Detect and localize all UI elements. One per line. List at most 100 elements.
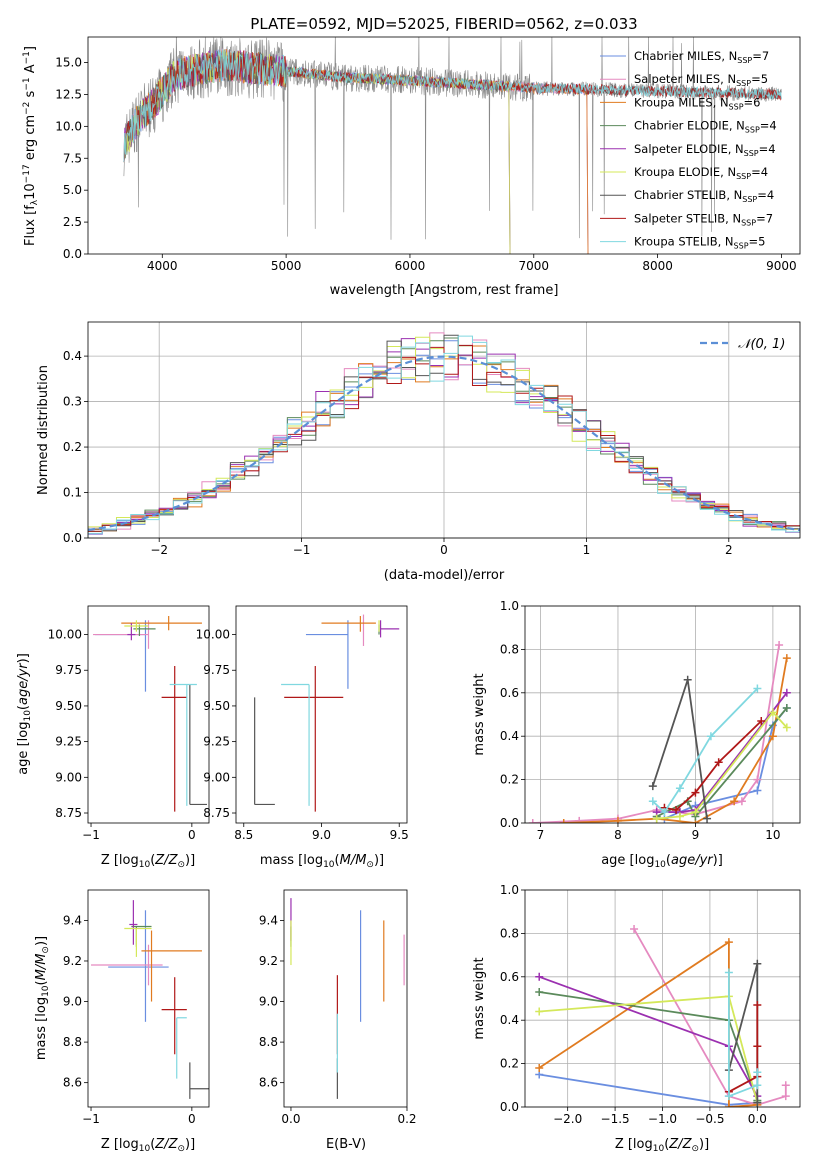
weight-point: [703, 814, 712, 823]
weight-point: [753, 1042, 762, 1051]
errorbar-salpeter-elodie: [129, 900, 138, 945]
y-tick-label: 8.6: [63, 1076, 82, 1090]
weight-point: [753, 786, 762, 795]
legend-label-chabrier-stelib: Chabrier STELIB, NSSP=4: [634, 188, 774, 204]
y-tick-label: 0.8: [500, 642, 519, 656]
x-tick-label: 7: [537, 828, 545, 842]
massweight_vs_age-frame: [524, 605, 801, 824]
weight-point: [775, 641, 784, 650]
y-tick-label: 9.4: [63, 913, 82, 927]
spectrum-ticks: 4000 5000 6000 7000 8000 9000 0.0 2.5 5.0 7.5 10.0…: [55, 56, 796, 273]
spectrum-y-axis-label: Flux [fλ10−17 erg cm−2 s−1 A−1]: [22, 46, 40, 246]
weight-series-kroupa-miles: [559, 654, 791, 823]
x-tick-label: 0: [440, 543, 448, 557]
massweight_vs_Z-y-axis-label: mass weight: [472, 957, 487, 1039]
errorbar-chabrier-stelib: [189, 684, 207, 806]
weight-point: [737, 797, 746, 806]
spectrum-legend: Chabrier MILES, NSSP=7 Salpeter MILES, NS…: [600, 49, 777, 251]
mass_vs_EBV-frame: [283, 889, 408, 1108]
weight-series-kroupa-elodie: [652, 708, 791, 823]
x-tick-label: 2: [725, 543, 733, 557]
legend-label-chabrier-miles: Chabrier MILES, NSSP=7: [634, 49, 769, 65]
mass_vs_EBV-ticks: 0.0 0.2 8.6 8.8 9.0 9.2 9.4: [259, 913, 417, 1126]
y-tick-label: 8.6: [259, 1076, 278, 1090]
x-tick-label: 9.0: [312, 828, 331, 842]
x-tick-label: 0: [188, 828, 196, 842]
y-tick-label: 9.4: [259, 913, 278, 927]
weight-point: [535, 1063, 544, 1072]
x-tick-label: 0.0: [748, 1112, 767, 1126]
residual-x-axis-label: (data-model)/error: [384, 568, 505, 583]
weight-point: [706, 732, 715, 741]
legend-label-kroupa-elodie: Kroupa ELODIE, NSSP=4: [634, 165, 768, 181]
weight-point: [782, 654, 791, 663]
weight-point: [782, 688, 791, 697]
y-tick-label: 1.0: [500, 883, 519, 897]
age_vs_Z-frame: [87, 605, 210, 824]
weight-point: [535, 972, 544, 981]
figure-title: PLATE=0592, MJD=52025, FIBERID=0562, z=0…: [250, 15, 637, 33]
errorbar-salpeter-stelib: [284, 665, 344, 812]
x-tick-label: 0.2: [397, 1112, 416, 1126]
spectrum-frame: [87, 36, 801, 255]
errorbar-kroupa-stelib: [169, 683, 197, 806]
weight-point: [730, 797, 739, 806]
weight-series-kroupa-stelib: [724, 968, 762, 1101]
y-tick-label: 9.0: [259, 995, 278, 1009]
weight-point: [757, 717, 766, 726]
weight-series-salpeter-stelib: [660, 717, 766, 814]
y-tick-label: 0.3: [63, 395, 82, 409]
age_vs_Z-ticks: −1 0 8.75 9.00 9.25 9.50 9.75 10.00: [48, 628, 196, 842]
age-vs-z-x-axis-label: Z [log10(Z/Z⊙)]: [101, 853, 195, 870]
errorbar-kroupa-elodie: [124, 927, 152, 957]
x-tick-label: 8000: [642, 259, 673, 273]
age_vs_Z-plot-area: [93, 615, 207, 812]
weight-point: [528, 819, 537, 823]
age_vs_mass-plot-area: [254, 614, 400, 812]
weight-point: [535, 987, 544, 996]
y-tick-label: 0.2: [500, 773, 519, 787]
errorbar-kroupa-miles: [141, 930, 202, 1002]
errorbar-salpeter-stelib: [161, 665, 187, 812]
weight-point: [753, 1068, 762, 1077]
weight-point: [535, 1007, 544, 1016]
weight-point: [781, 1081, 790, 1090]
weight-line: [563, 657, 788, 823]
x-tick-label: −2.0: [553, 1112, 582, 1126]
weight-series-salpeter-elodie: [535, 972, 762, 1101]
errorbar-kroupa-miles: [121, 615, 202, 631]
weight-line: [728, 1005, 759, 1093]
spectrum-plot-area: [123, 37, 782, 254]
errorbar-kroupa-miles: [321, 615, 376, 632]
errorbar-chabrier-miles: [305, 620, 349, 689]
y-tick-label: 5.0: [63, 183, 82, 197]
y-tick-label: 8.8: [259, 1035, 278, 1049]
y-tick-label: 0.1: [63, 486, 82, 500]
legend-label-normal: 𝒩(0, 1): [738, 337, 785, 352]
weight-line: [728, 972, 759, 1098]
y-tick-label: 0.0: [500, 816, 519, 830]
residuals-frame: [87, 321, 801, 539]
y-tick-label: 0.2: [63, 440, 82, 454]
y-tick-label: 9.25: [203, 735, 230, 749]
weight-line: [539, 995, 759, 1103]
weight-point: [724, 1092, 733, 1101]
legend-label-kroupa-miles: Kroupa MILES, NSSP=6: [634, 95, 760, 111]
massweight_vs_Z-frame: [524, 889, 801, 1108]
y-tick-label: 9.75: [203, 663, 230, 677]
weight-series-kroupa-elodie: [535, 992, 762, 1107]
x-tick-label: 9000: [766, 259, 797, 273]
weight-series-kroupa-stelib: [648, 684, 762, 817]
y-tick-label: 9.2: [63, 954, 82, 968]
y-tick-label: 0.4: [500, 1013, 519, 1027]
y-tick-label: 7.5: [63, 151, 82, 165]
plot-layer: 4000 5000 6000 7000 8000 90000.02.55.07.510.0…: [16, 36, 801, 1154]
y-tick-label: 1.0: [500, 599, 519, 613]
mass-vs-ebv-x-axis-label: E(B-V): [326, 1137, 366, 1152]
weight-series-chabrier-stelib: [648, 675, 712, 823]
mass_vs_Z-ticks: −1 0 8.6 8.8 9.0 9.2 9.4: [63, 913, 196, 1126]
massweight_vs_age-y-axis-label: mass weight: [472, 673, 487, 755]
errorbar-chabrier-stelib: [189, 1062, 209, 1099]
legend-label-salpeter-stelib: Salpeter STELIB, NSSP=7: [634, 211, 773, 227]
